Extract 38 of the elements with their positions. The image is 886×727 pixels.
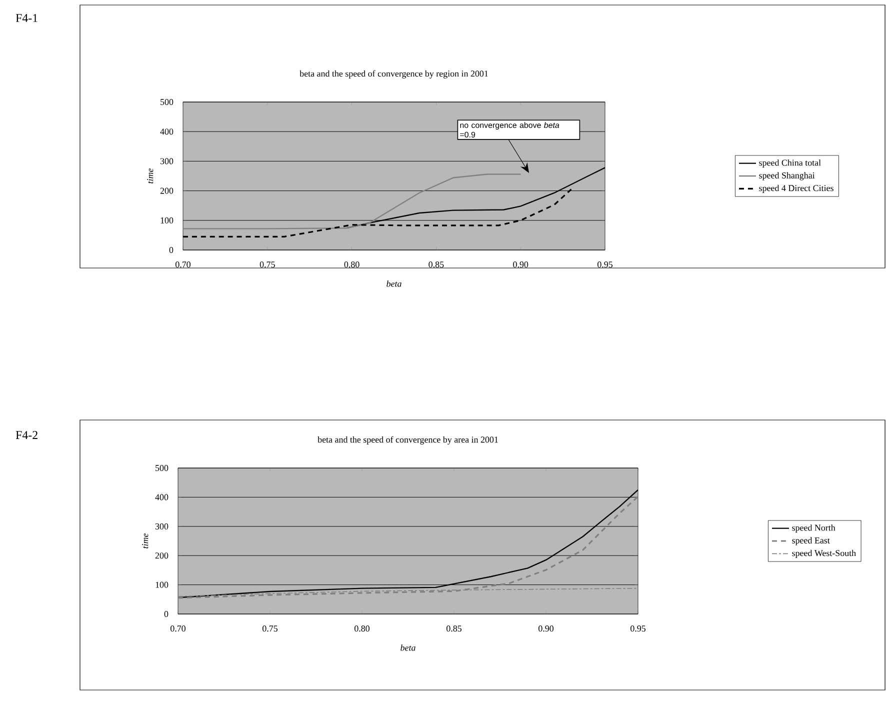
y-tick-label: 200 <box>160 188 174 194</box>
text: F4-2 <box>16 431 38 439</box>
x-tick-label: 0.70 <box>170 626 186 632</box>
chart-title: beta and the speed of convergence by area in 2001 <box>318 436 498 445</box>
x-tick-label: 0.80 <box>354 626 370 632</box>
x-tick-label: 0.85 <box>446 626 462 632</box>
legend-label: speed East <box>792 537 830 546</box>
x-tick-label: 0.75 <box>260 262 275 268</box>
y-tick-label: 200 <box>155 552 168 559</box>
y-tick-label: 300 <box>155 523 168 530</box>
y-axis-title: time <box>142 533 148 548</box>
x-tick-label: 0.95 <box>598 262 613 268</box>
x-tick-label: 0.90 <box>513 262 528 268</box>
legend-label: speed China total <box>759 159 821 168</box>
x-tick-label: 0.90 <box>538 626 554 632</box>
y-tick-label: 100 <box>156 582 168 588</box>
legend-label: speed West-South <box>792 550 856 558</box>
chart-title: beta and the speed of convergence by region in 2001 <box>300 70 488 78</box>
x-axis-title: beta <box>386 280 402 287</box>
x-tick-label: 0.70 <box>176 262 191 268</box>
legend-label: speed Shanghai <box>759 172 815 180</box>
legend-label: speed 4 Direct Cities <box>759 184 834 193</box>
y-tick-label: 0 <box>164 610 168 618</box>
x-tick-label: 0.95 <box>630 626 646 632</box>
x-tick-label: 0.75 <box>262 626 278 632</box>
y-tick-label: 400 <box>160 128 174 135</box>
y-tick-label: 400 <box>155 494 168 500</box>
legend-label: speed North <box>792 524 836 533</box>
x-axis-title: beta <box>400 644 416 651</box>
x-tick-label: 0.85 <box>428 262 444 268</box>
y-axis-title: time <box>147 168 154 184</box>
y-tick-label: 500 <box>156 464 168 472</box>
y-tick-label: 500 <box>160 98 174 106</box>
y-tick-label: 100 <box>160 217 174 224</box>
text: F4-1 <box>16 14 38 22</box>
x-tick-label: 0.80 <box>344 262 360 268</box>
y-tick-label: 0 <box>169 246 174 254</box>
y-tick-label: 300 <box>160 158 174 164</box>
